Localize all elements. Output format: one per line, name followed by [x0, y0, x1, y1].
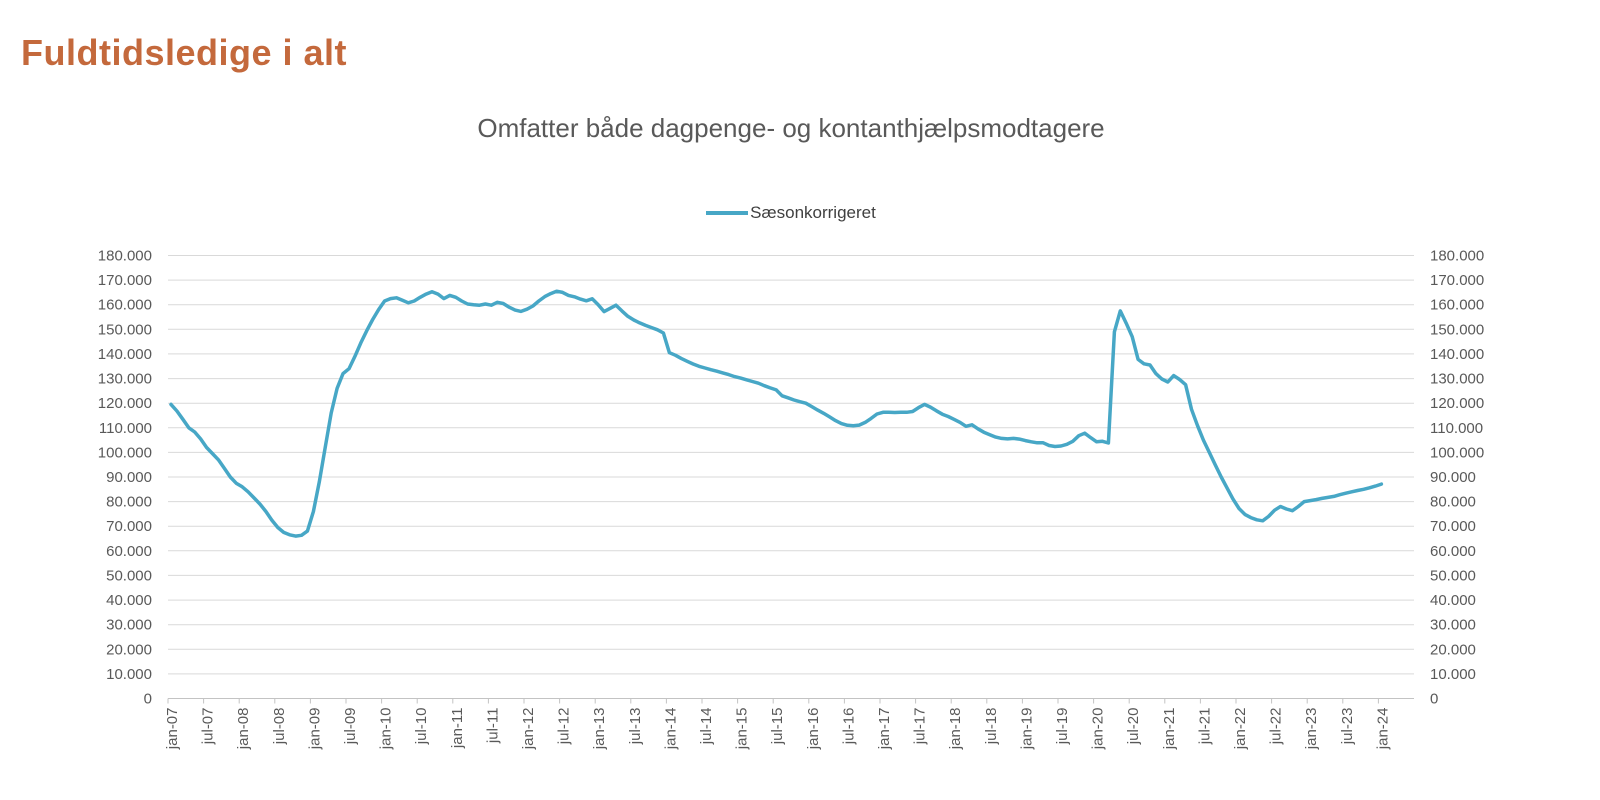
svg-text:jan-24: jan-24 [1374, 708, 1391, 751]
svg-text:jan-18: jan-18 [947, 708, 964, 751]
svg-text:jul-07: jul-07 [200, 708, 217, 746]
svg-text:jan-14: jan-14 [662, 708, 679, 751]
svg-text:jul-10: jul-10 [413, 708, 430, 746]
svg-text:20.000: 20.000 [106, 641, 152, 658]
svg-text:160.000: 160.000 [98, 297, 152, 314]
y-axis-labels-right: 0 10.000 20.000 30.000 40.000 50.000 60.000 70.… [1430, 248, 1484, 708]
svg-text:0: 0 [144, 691, 152, 708]
svg-text:50.000: 50.000 [106, 567, 152, 584]
svg-text:jan-08: jan-08 [235, 708, 252, 751]
svg-text:jan-11: jan-11 [449, 708, 466, 750]
page-title: Fuldtidsledige i alt [21, 32, 348, 73]
svg-text:120.000: 120.000 [98, 395, 152, 412]
svg-text:jan-12: jan-12 [520, 708, 537, 751]
svg-text:jan-23: jan-23 [1303, 708, 1320, 751]
y-axis-labels-left: 0 10.000 20.000 30.000 40.000 50.000 60.000 70.… [98, 248, 152, 708]
svg-text:jan-15: jan-15 [734, 708, 751, 751]
svg-text:40.000: 40.000 [106, 592, 152, 609]
svg-text:jan-22: jan-22 [1232, 708, 1249, 751]
svg-text:140.000: 140.000 [1430, 346, 1484, 363]
svg-text:160.000: 160.000 [1430, 297, 1484, 314]
svg-text:100.000: 100.000 [1430, 444, 1484, 461]
svg-text:jan-21: jan-21 [1161, 708, 1178, 751]
svg-text:jan-09: jan-09 [306, 708, 323, 751]
svg-text:90.000: 90.000 [106, 469, 152, 486]
svg-text:170.000: 170.000 [1430, 272, 1484, 289]
series [169, 289, 1384, 538]
grid-lines [168, 255, 1414, 699]
svg-text:jul-09: jul-09 [342, 708, 359, 746]
svg-text:jul-21: jul-21 [1196, 708, 1213, 746]
svg-text:jul-20: jul-20 [1125, 708, 1142, 746]
svg-text:jan-10: jan-10 [378, 708, 395, 751]
svg-text:jul-13: jul-13 [627, 708, 644, 746]
svg-text:80.000: 80.000 [106, 494, 152, 511]
svg-text:80.000: 80.000 [1430, 494, 1476, 511]
svg-text:120.000: 120.000 [1430, 395, 1484, 412]
svg-text:jul-16: jul-16 [840, 708, 857, 746]
svg-text:jan-13: jan-13 [591, 708, 608, 751]
svg-text:jul-15: jul-15 [769, 708, 786, 746]
svg-text:jul-19: jul-19 [1054, 708, 1071, 746]
svg-text:jul-18: jul-18 [983, 708, 1000, 746]
svg-text:70.000: 70.000 [1430, 518, 1476, 535]
svg-text:60.000: 60.000 [106, 543, 152, 560]
svg-text:10.000: 10.000 [1430, 666, 1476, 683]
svg-text:170.000: 170.000 [98, 272, 152, 289]
svg-text:jul-17: jul-17 [912, 708, 929, 746]
legend-line-marker [706, 211, 749, 215]
svg-text:50.000: 50.000 [1430, 567, 1476, 584]
svg-text:40.000: 40.000 [1430, 592, 1476, 609]
svg-text:jul-08: jul-08 [271, 708, 288, 746]
svg-text:jul-23: jul-23 [1339, 708, 1356, 746]
svg-text:20.000: 20.000 [1430, 641, 1476, 658]
x-axis: jan-07 jul-07 jan-08 jul-08 jan-09 jul-09 jan-… [164, 698, 1391, 751]
svg-text:130.000: 130.000 [1430, 371, 1484, 388]
svg-text:150.000: 150.000 [98, 321, 152, 338]
svg-text:150.000: 150.000 [1430, 321, 1484, 338]
svg-text:70.000: 70.000 [106, 518, 152, 535]
svg-text:110.000: 110.000 [1430, 420, 1483, 437]
svg-text:110.000: 110.000 [99, 420, 152, 437]
svg-text:jan-16: jan-16 [805, 708, 822, 751]
svg-text:jul-12: jul-12 [556, 708, 573, 746]
svg-text:90.000: 90.000 [1430, 469, 1476, 486]
svg-text:jan-17: jan-17 [876, 708, 893, 751]
legend: Sæsonkorrigeret [168, 203, 1414, 223]
svg-text:60.000: 60.000 [1430, 543, 1476, 560]
svg-text:jul-11: jul-11 [484, 708, 501, 745]
svg-text:130.000: 130.000 [98, 371, 152, 388]
series-line-saesonkorrigeret [169, 289, 1384, 538]
svg-text:10.000: 10.000 [106, 666, 152, 683]
svg-text:100.000: 100.000 [98, 444, 152, 461]
svg-text:0: 0 [1430, 691, 1438, 708]
svg-text:jan-20: jan-20 [1090, 708, 1107, 751]
svg-text:30.000: 30.000 [106, 617, 152, 634]
legend-series-label: Sæsonkorrigeret [750, 203, 876, 222]
svg-text:jul-22: jul-22 [1268, 708, 1285, 746]
svg-text:180.000: 180.000 [98, 248, 152, 265]
svg-text:jul-14: jul-14 [698, 708, 715, 746]
svg-text:jan-07: jan-07 [164, 708, 181, 751]
svg-text:140.000: 140.000 [98, 346, 152, 363]
svg-text:jan-19: jan-19 [1018, 708, 1035, 751]
svg-text:30.000: 30.000 [1430, 617, 1476, 634]
chart-subtitle: Omfatter både dagpenge- og kontanthjælps… [477, 113, 1105, 143]
svg-text:180.000: 180.000 [1430, 248, 1484, 265]
